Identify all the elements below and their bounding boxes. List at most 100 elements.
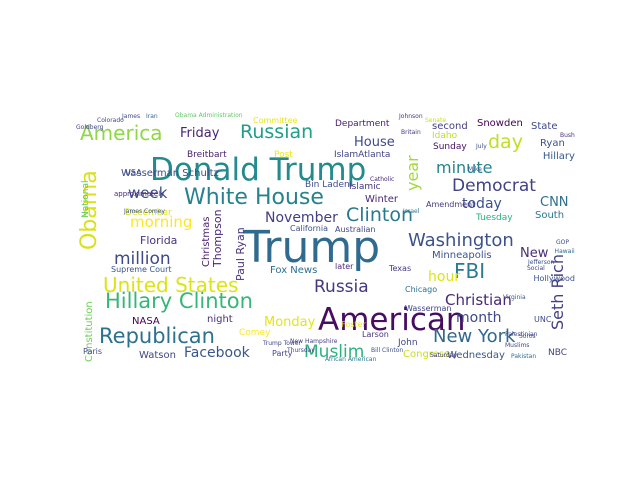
word-hollywood: Hollywood (534, 274, 576, 283)
word-south: South (535, 210, 564, 221)
word-department: Department (335, 119, 390, 129)
word-day: day (488, 131, 523, 153)
word-month: month (456, 310, 501, 326)
word-seth-rich: Seth Rich (548, 254, 567, 330)
word-cnn: CNN (540, 195, 569, 210)
word-hillary: Hillary (543, 151, 575, 162)
word-new-york: New York (433, 326, 516, 347)
word-soros: Soros (519, 333, 536, 340)
word-paul-ryan: Paul Ryan (234, 227, 247, 281)
word-winter: Winter (365, 194, 399, 205)
word-muslim: Muslim (304, 342, 364, 362)
word-catholic: Catholic (370, 176, 394, 183)
word-jefferson: Jefferson (527, 259, 555, 266)
word-republican: Republican (99, 324, 215, 348)
word-comey: Comey (239, 328, 271, 338)
word-second: second (432, 121, 468, 132)
word-today: today (462, 196, 502, 212)
word-islamatlanta: IslamAtlanta (334, 150, 390, 160)
word-friday: Friday (180, 126, 220, 141)
word-wednesday: Wednesday (447, 350, 505, 361)
word-goldberg: Goldberg (76, 124, 104, 131)
word-thompson: Thompson (211, 209, 224, 268)
word-wasserman-schultz: Wasserman Schultz (121, 168, 219, 179)
word-california: California (290, 224, 328, 233)
word-wasserman: Wasserman (405, 304, 451, 313)
word-colorado: Colorado (97, 117, 124, 124)
word-minute: minute (436, 158, 492, 177)
word-obama: Obama (77, 170, 102, 250)
word-bin-laden: Bin Laden (305, 180, 350, 190)
word-texas: Texas (388, 264, 411, 273)
word-watson: Watson (139, 350, 176, 361)
word-russia: Russia (314, 277, 369, 297)
word-hillary-clinton: Hillary Clinton (105, 289, 253, 313)
word-unc: UNC (534, 315, 552, 324)
word-party: Party (272, 349, 293, 358)
word-approximately: approximately (114, 190, 164, 198)
word-breitbart: Breitbart (187, 150, 227, 160)
word-pakistan: Pakistan (511, 353, 536, 360)
word-tuesday: Tuesday (475, 213, 513, 223)
word-white-house: White House (184, 185, 324, 210)
word-new-hampshire: New Hampshire (290, 338, 338, 345)
word-new: New (520, 246, 549, 261)
word-virginia: Virginia (503, 294, 526, 301)
word-snowden: Snowden (477, 118, 523, 129)
word-ryan: Ryan (540, 138, 565, 149)
word-iran: Iran (146, 113, 158, 120)
word-week: week (128, 184, 168, 202)
word-night: night (207, 314, 233, 325)
word-july: July (475, 143, 487, 150)
word-united-states: United States (103, 273, 238, 297)
word-larson: Larson (362, 330, 389, 339)
word-james: James (121, 113, 140, 120)
word-hawaii: Hawaii (555, 248, 575, 255)
word-saturday: Saturday (430, 352, 457, 359)
word-million: million (114, 249, 171, 269)
word-constitution: Constitution (84, 301, 95, 362)
word-democrat: Democrat (452, 176, 536, 196)
word-bush: Bush (560, 132, 575, 139)
word-foster: Foster (341, 320, 366, 329)
word-supreme-court: Supreme Court (111, 265, 172, 274)
word-johnson: Johnson (398, 113, 423, 120)
word-trump: Trump (242, 222, 380, 273)
word-state: State (531, 121, 557, 132)
word-muslims: Muslims (505, 342, 529, 349)
word-hour: hour (428, 269, 460, 285)
word-december: December (125, 208, 172, 218)
word-thursday: Thursday (286, 347, 315, 354)
word-obama-administration: Obama Administration (175, 112, 243, 119)
word-idaho: Idaho (432, 131, 458, 141)
word-national: National (81, 180, 91, 218)
word-fox-news: Fox News (270, 265, 317, 276)
word-russian: Russian (240, 121, 313, 143)
word-paris: Paris (83, 347, 102, 356)
word-britain: Britain (401, 129, 421, 136)
word-congress: Congress (403, 349, 449, 360)
word-islamic: Islamic (349, 182, 381, 192)
word-african-american: African American (325, 356, 377, 363)
word-mike: Mike (468, 166, 482, 173)
word-house: House (354, 135, 395, 150)
word-bill-clinton: Bill Clinton (371, 347, 403, 354)
word-australian: Australian (335, 225, 375, 234)
word-committee: Committee (253, 116, 297, 125)
word-social: Social (527, 265, 545, 272)
word-christian: Christian (445, 291, 512, 309)
word-chicago: Chicago (405, 285, 437, 294)
word-palestinian: Palestinian (505, 331, 538, 338)
word-trump-tower: Trump Tower (262, 340, 302, 347)
word-america: America (80, 121, 163, 145)
word-gop: GOP (556, 239, 569, 246)
word-florida: Florida (140, 234, 177, 247)
word-usa: USA (125, 168, 142, 177)
word-monday: Monday (264, 315, 316, 330)
word-sunday: Sunday (433, 142, 467, 152)
word-james-comey: James Comey (123, 208, 165, 215)
word-clinton: Clinton (346, 204, 413, 226)
word-year: year (403, 155, 422, 191)
